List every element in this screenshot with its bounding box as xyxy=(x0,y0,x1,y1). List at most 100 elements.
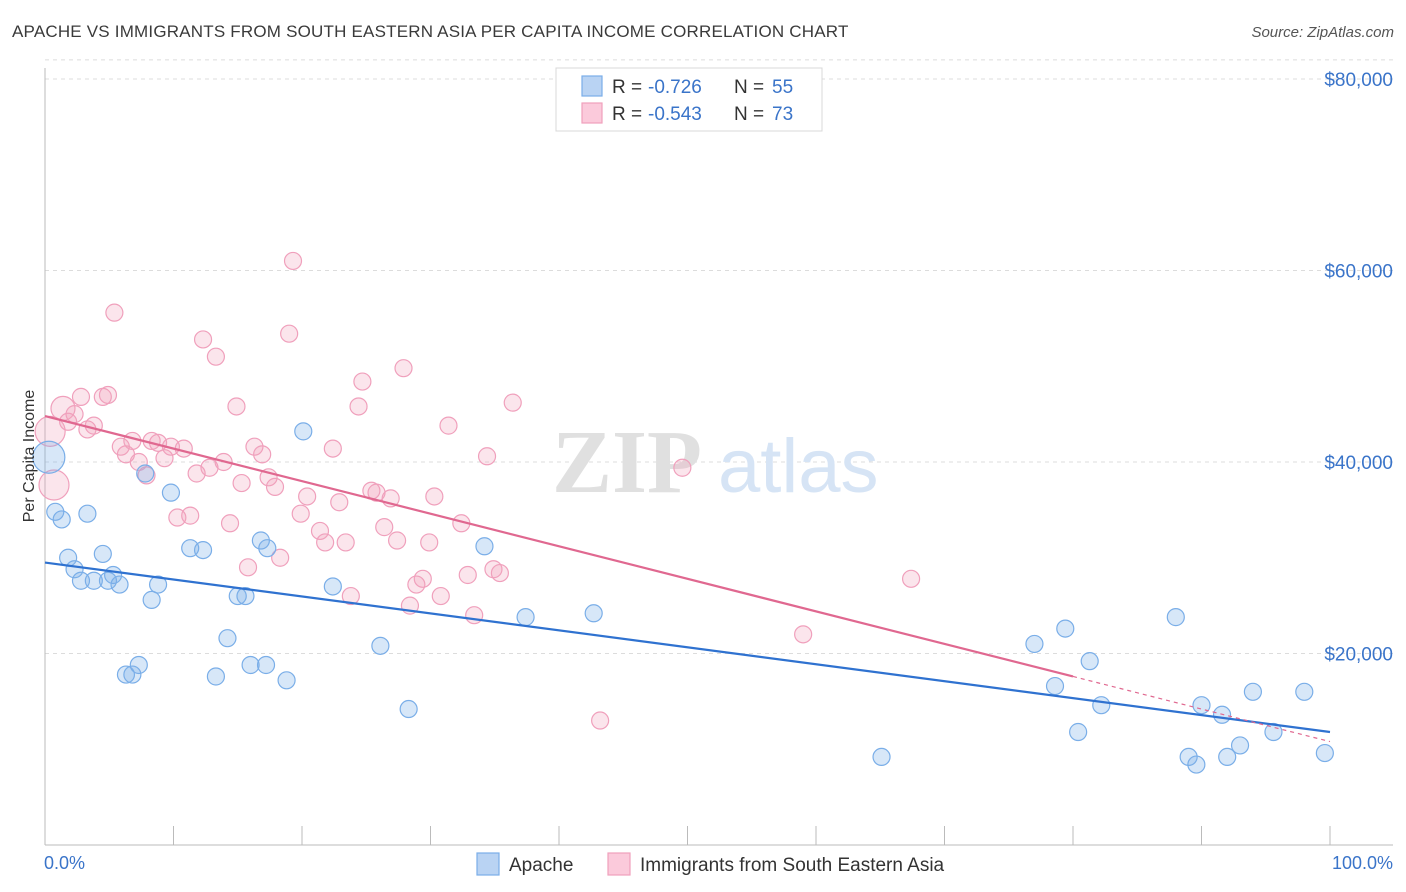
sea-point xyxy=(298,487,317,506)
apache-point xyxy=(136,464,155,483)
legend-swatch-apache xyxy=(581,75,603,97)
sea-point xyxy=(901,569,921,588)
apache-point xyxy=(1166,608,1185,627)
sea-point xyxy=(310,521,330,541)
bottom-legend-swatch-sea xyxy=(607,852,631,876)
sea-point xyxy=(232,473,251,493)
apache-point xyxy=(256,655,276,675)
y-axis-label: Per Capita Income xyxy=(21,390,38,523)
apache-point xyxy=(277,671,296,690)
sea-point xyxy=(291,504,310,523)
legend-n-label-sea: N = xyxy=(734,104,764,125)
trend-lines xyxy=(44,414,1331,743)
apache-point xyxy=(323,577,342,596)
apache-point xyxy=(32,440,66,474)
sea-point xyxy=(271,548,290,567)
apache-trend-line xyxy=(44,561,1331,734)
sea-point xyxy=(458,565,477,585)
sea-point xyxy=(155,449,174,468)
y-tick-label: $20,000 xyxy=(1324,645,1393,666)
apache-point xyxy=(1192,696,1211,715)
apache-point xyxy=(236,586,255,606)
sea-point xyxy=(193,330,213,349)
apache-point xyxy=(399,699,418,719)
sea-point xyxy=(123,431,142,451)
sea-point xyxy=(420,533,439,552)
sea-point xyxy=(794,625,813,644)
sea-point xyxy=(591,711,610,730)
sea-point xyxy=(413,569,432,588)
y-tick-label: $60,000 xyxy=(1324,262,1393,283)
legend-r-value-sea: -0.543 xyxy=(648,104,702,125)
chart-title: APACHE VS IMMIGRANTS FROM SOUTH EASTERN … xyxy=(12,22,849,41)
watermark: ZIP atlas xyxy=(552,413,879,512)
apache-point xyxy=(98,571,118,590)
watermark-atlas: atlas xyxy=(718,424,879,509)
sea-point xyxy=(220,514,240,533)
sea-point xyxy=(673,458,692,477)
apache-point xyxy=(1080,652,1099,671)
sea-point xyxy=(353,372,372,391)
watermark-zip: ZIP xyxy=(552,413,702,512)
apache-point xyxy=(161,483,181,502)
sea-point xyxy=(280,324,299,343)
apache-point xyxy=(1230,736,1250,755)
correlation-legend: R = -0.726 N = 55 R = -0.543 N = 73 xyxy=(555,67,823,132)
apache-point xyxy=(1187,755,1206,774)
sea-point xyxy=(98,385,118,405)
sea-point xyxy=(336,533,355,552)
sea-point xyxy=(227,397,246,416)
sea-point xyxy=(439,416,458,435)
sea-point xyxy=(341,586,360,606)
sea-point xyxy=(490,563,509,583)
apache-point xyxy=(872,747,891,767)
bottom-legend-swatch-apache xyxy=(476,852,500,876)
bottom-legend-label-apache: Apache xyxy=(509,855,573,876)
apache-point xyxy=(206,667,226,686)
apache-point xyxy=(78,504,97,523)
sea-point xyxy=(431,586,450,606)
legend-r-label-apache: R = xyxy=(612,77,642,98)
sea-point xyxy=(105,303,124,322)
x-tick-label-min: 0.0% xyxy=(44,853,85,873)
y-tick-label: $80,000 xyxy=(1324,70,1393,91)
apache-point xyxy=(584,604,603,623)
legend-n-value-apache: 55 xyxy=(772,77,793,98)
legend-n-value-sea: 73 xyxy=(772,104,793,125)
sea-point xyxy=(238,558,258,577)
apache-point xyxy=(52,510,71,529)
sea-point xyxy=(129,452,148,472)
apache-point xyxy=(116,665,136,684)
sea-point xyxy=(38,469,70,501)
apache-point xyxy=(218,629,237,648)
sea-point xyxy=(323,439,342,458)
apache-point xyxy=(371,636,390,655)
apache-point xyxy=(129,655,148,675)
legend-r-value-apache: -0.726 xyxy=(648,77,702,98)
apache-point xyxy=(1056,619,1075,638)
apache-point xyxy=(1092,696,1111,715)
sea-point xyxy=(181,506,200,525)
apache-point xyxy=(475,537,494,556)
sea-point xyxy=(477,447,497,466)
y-tick-label: $40,000 xyxy=(1324,453,1393,474)
sea-point xyxy=(330,493,349,512)
apache-point xyxy=(142,590,161,609)
x-tick-label-max: 100.0% xyxy=(1332,853,1393,873)
sea-point xyxy=(425,487,444,506)
sea-point xyxy=(394,359,413,378)
sea-point xyxy=(71,387,91,406)
apache-point xyxy=(93,544,112,564)
apache-point xyxy=(1025,634,1044,654)
sea-point xyxy=(84,416,103,435)
apache-point xyxy=(71,571,91,590)
sea-point xyxy=(265,477,285,496)
sea-point xyxy=(375,518,394,537)
sea-point xyxy=(253,445,272,464)
y-tick-labels: $20,000 $40,000 $60,000 $80,000 xyxy=(1324,70,1393,666)
chart-source: Source: ZipAtlas.com xyxy=(1251,24,1394,41)
sea-point xyxy=(349,397,368,416)
apache-point xyxy=(123,665,142,684)
sea-point xyxy=(316,533,335,552)
